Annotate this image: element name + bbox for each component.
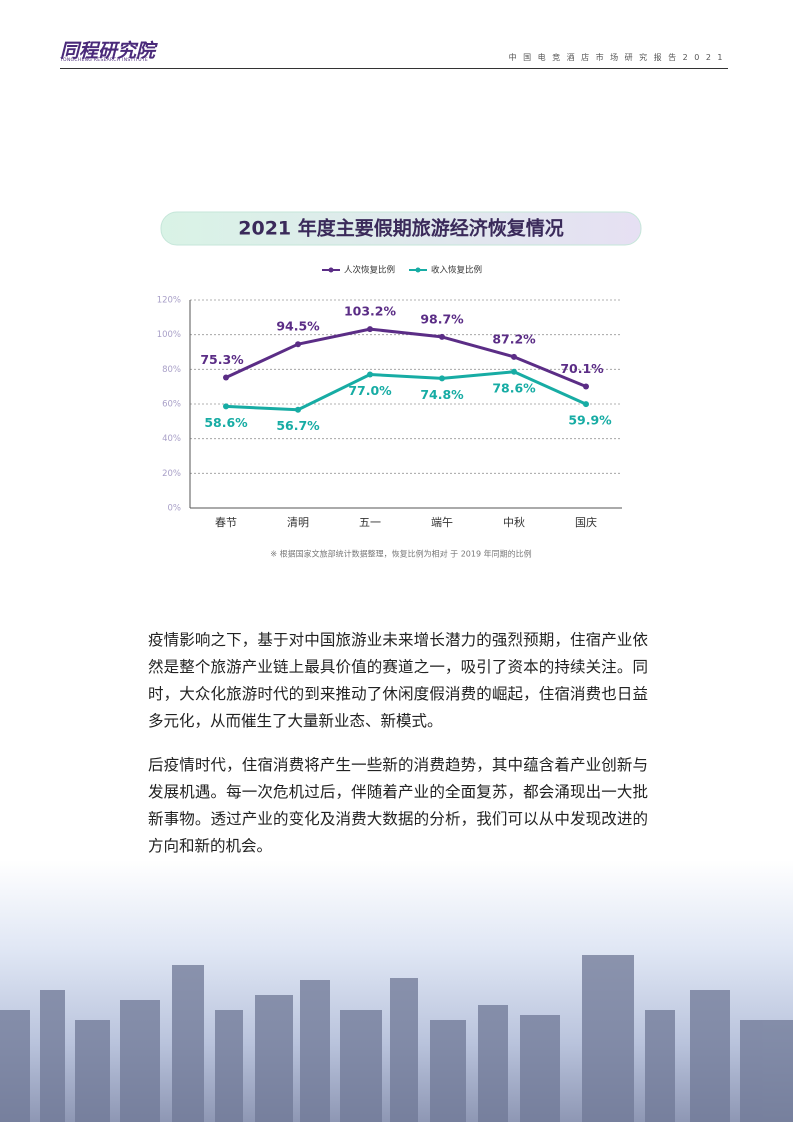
data-label: 59.9% [568,413,612,428]
y-tick-label: 40% [162,434,181,444]
data-point [583,383,589,390]
data-point [223,374,229,381]
report-title: 中国电竞酒店市场研究报告2021 [508,53,729,62]
x-tick-label: 春节 [215,516,237,529]
data-point [511,353,517,360]
legend-swatch-dot [328,267,334,273]
x-tick-label: 清明 [287,516,309,529]
chart-title: 2021 年度主要假期旅游经济恢复情况 [238,217,564,240]
x-tick-label: 国庆 [575,515,597,529]
data-label: 77.0% [348,383,392,398]
y-tick-label: 60% [162,400,181,410]
logo: 同程研究院 [60,40,156,62]
series-line [225,370,587,412]
data-point [367,326,373,333]
data-point [583,401,589,408]
paragraph: 后疫情时代，住宿消费将产生一些新的消费趋势，其中蕴含着产业创新与发展机遇。每一次… [148,756,648,855]
x-tick-label: 端午 [431,516,453,529]
y-tick-label: 120% [157,296,181,306]
x-tick-label: 五一 [359,516,381,529]
series-line [225,327,587,388]
paragraph: 疫情影响之下，基于对中国旅游业未来增长潜力的强烈预期，住宿产业依然是整个旅游产业… [148,631,648,730]
data-point [223,403,229,410]
y-tick-label: 20% [162,469,181,479]
city-skyline [0,955,793,1122]
header-rule [60,68,728,69]
data-label: 103.2% [344,304,397,319]
y-tick-label: 100% [157,330,181,340]
data-point [295,406,301,413]
data-label: 74.8% [420,387,464,402]
legend-label: 人次恢复比例 [344,265,395,276]
chart: 2021 年度主要假期旅游经济恢复情况 ※ 根据国家文旅部统计数据整理，恢复比例… [157,211,642,559]
x-tick-label: 中秋 [503,515,525,529]
data-point [367,371,373,378]
data-label: 87.2% [492,331,536,346]
data-point [295,341,301,348]
data-label: 75.3% [200,352,244,367]
city-background [0,860,793,1122]
data-label: 98.7% [420,311,464,326]
logo-subtitle: TONGCHENG RESEARCH INSTITUTE [60,58,149,63]
data-point [439,375,445,382]
legend-label: 收入恢复比例 [431,265,482,276]
y-tick-label: 80% [162,365,181,375]
legend-swatch-dot [415,267,421,273]
data-point [439,333,445,340]
y-tick-label: 0% [168,504,182,514]
data-label: 78.6% [492,380,536,395]
chart-note: ※ 根据国家文旅部统计数据整理，恢复比例为相对 于 2019 年同期的比例 [270,549,531,559]
data-label: 56.7% [276,418,320,433]
data-label: 58.6% [204,415,248,430]
data-label: 94.5% [276,319,320,334]
data-point [511,368,517,375]
title-pill [160,211,642,246]
data-label: 70.1% [560,361,604,376]
